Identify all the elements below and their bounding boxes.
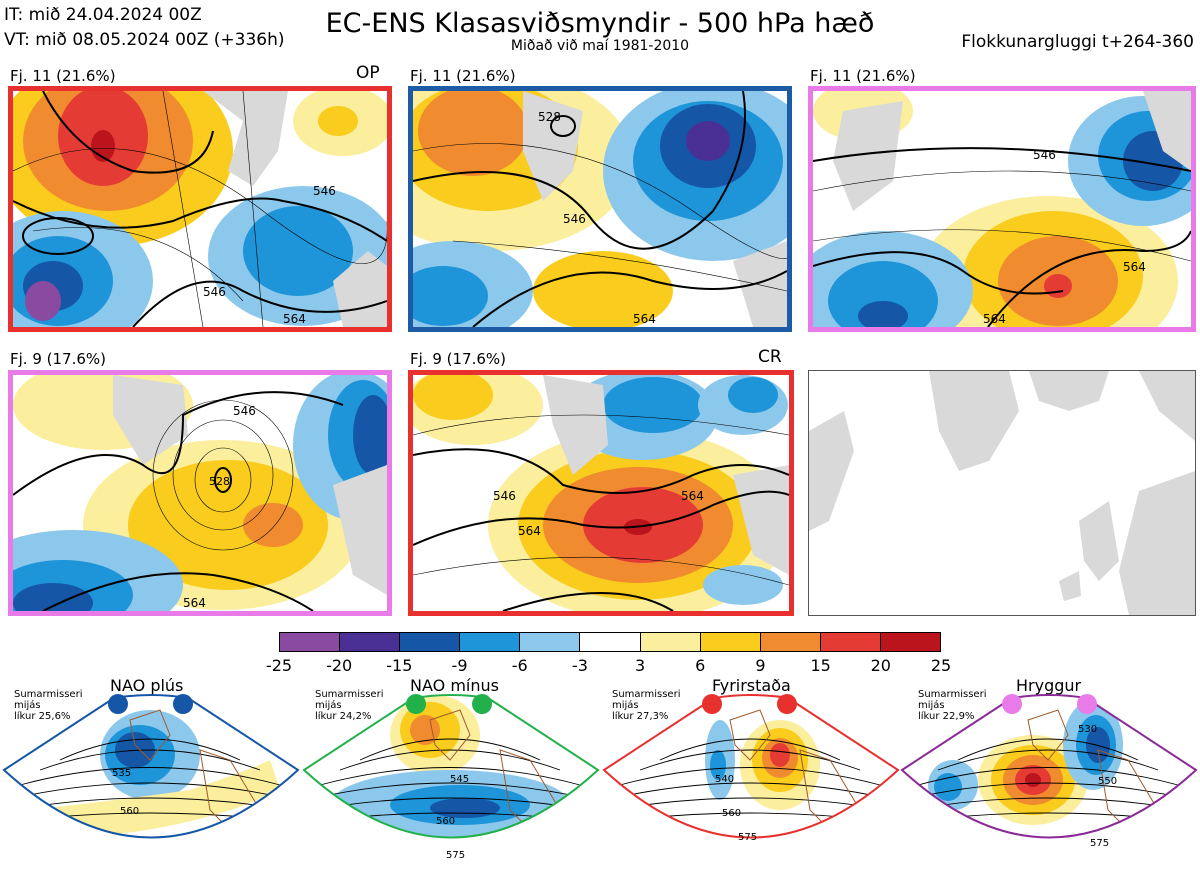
panel-2-label: Fj. 11 (21.6%) — [410, 67, 516, 85]
regime-3-dot-right — [777, 694, 797, 714]
contour-label: 564 — [983, 312, 1006, 326]
contour-label: 550 — [1098, 776, 1117, 787]
contour-label: 540 — [715, 774, 734, 785]
panel-5-label: Fj. 9 (17.6%) — [410, 350, 506, 368]
colorbar-segment — [699, 633, 760, 651]
valid-time: VT: mið 08.05.2024 00Z (+336h) — [4, 30, 285, 50]
regime-2-title: NAO mínus — [410, 676, 499, 695]
regime-map-1: 535 560 — [0, 690, 302, 870]
contour-label: 530 — [1078, 724, 1097, 735]
contour-label: 564 — [283, 312, 306, 326]
colorbar-segment — [879, 633, 941, 651]
contour-label: 575 — [446, 850, 465, 861]
panel-5-code: CR — [758, 347, 782, 367]
cluster-map-2: 528 546 564 — [408, 86, 792, 332]
contour-label: 564 — [1123, 260, 1146, 274]
colorbar-tick-label: -25 — [265, 656, 293, 675]
regime-4-dot-left — [1002, 694, 1022, 714]
contour-label: 528 — [538, 110, 561, 124]
colorbar — [279, 632, 941, 652]
contour-label: 564 — [518, 524, 541, 538]
contour-label: 545 — [450, 774, 469, 785]
cluster-map-5: 546 564 564 — [408, 370, 794, 616]
base-map — [808, 370, 1196, 616]
colorbar-tick-label: -15 — [386, 656, 413, 675]
regime-2-note: Sumarmisseri mijás líkur 24,2% — [315, 689, 384, 722]
regime-4-note: Sumarmisseri mijás líkur 22,9% — [918, 689, 987, 722]
colorbar-segment — [579, 633, 640, 651]
classification-window: Flokkunargluggi t+264-360 — [961, 32, 1194, 52]
cluster-map-4: 528 546 564 — [8, 370, 392, 616]
regime-3-dot-left — [702, 694, 722, 714]
panel-4-label: Fj. 9 (17.6%) — [10, 350, 106, 368]
regime-4-dot-right — [1077, 694, 1097, 714]
colorbar-tick-label: 15 — [810, 656, 831, 675]
contour-label: 564 — [633, 312, 656, 326]
contour-label: 546 — [563, 212, 586, 226]
contour-label: 560 — [722, 808, 741, 819]
contour-label: 560 — [120, 806, 139, 817]
colorbar-tick-label: -9 — [451, 656, 468, 675]
initial-time: IT: mið 24.04.2024 00Z — [4, 5, 202, 25]
regime-4-title: Hryggur — [1016, 676, 1082, 695]
regime-1-title: NAO plús — [110, 676, 184, 695]
contour-label: 535 — [112, 768, 131, 779]
cluster-map-1: 546 546 564 — [8, 86, 392, 332]
colorbar-tick-label: 3 — [634, 656, 646, 675]
colorbar-tick-label: 25 — [930, 656, 952, 675]
contour-label: 546 — [493, 489, 516, 503]
contour-label: 564 — [183, 596, 206, 610]
colorbar-segment — [280, 633, 340, 651]
regime-2-dot-left — [406, 694, 426, 714]
regime-map-2: 545 560 575 — [300, 690, 602, 870]
colorbar-tick-label: -6 — [511, 656, 528, 675]
colorbar-tick-label: -20 — [326, 656, 353, 675]
contour-label: 546 — [233, 404, 256, 418]
colorbar-tick-label: 9 — [755, 656, 766, 675]
colorbar-tick-label: -3 — [571, 656, 588, 675]
regime-1-note: Sumarmisseri mijás líkur 25,6% — [14, 689, 83, 722]
colorbar-segment — [639, 633, 700, 651]
regime-map-4: 530 550 575 — [898, 690, 1200, 870]
colorbar-segment — [759, 633, 820, 651]
contour-label: 564 — [681, 489, 704, 503]
regime-3-note: Sumarmisseri mijás líkur 27,3% — [612, 689, 681, 722]
climate-reference: Miðað við maí 1981-2010 — [510, 38, 690, 54]
colorbar-segment — [339, 633, 400, 651]
regime-3-title: Fyrirstaða — [712, 676, 791, 695]
contour-label: 560 — [436, 816, 455, 827]
regime-2-dot-right — [472, 694, 492, 714]
regime-1-dot-right — [173, 694, 193, 714]
contour-label: 546 — [313, 184, 336, 198]
panel-3-label: Fj. 11 (21.6%) — [810, 67, 916, 85]
colorbar-segment — [459, 633, 520, 651]
contour-label: 528 — [209, 475, 230, 488]
contour-label: 575 — [738, 832, 757, 843]
colorbar-segment — [819, 633, 880, 651]
page-title: EC-ENS Klasasviðsmyndir - 500 hPa hæð — [325, 8, 875, 39]
contour-label: 575 — [1090, 838, 1109, 849]
colorbar-tick-label: 20 — [870, 656, 891, 675]
contour-label: 546 — [203, 285, 226, 299]
colorbar-segment — [519, 633, 580, 651]
cluster-map-3: 546 564 564 — [808, 86, 1196, 332]
colorbar-segment — [399, 633, 460, 651]
regime-map-3: 540 560 575 — [600, 690, 902, 870]
panel-1-label: Fj. 11 (21.6%) — [10, 67, 116, 85]
panel-1-code: OP — [356, 63, 380, 83]
colorbar-tick-label: 6 — [695, 656, 706, 675]
contour-label: 546 — [1033, 148, 1056, 162]
regime-1-dot-left — [108, 694, 128, 714]
